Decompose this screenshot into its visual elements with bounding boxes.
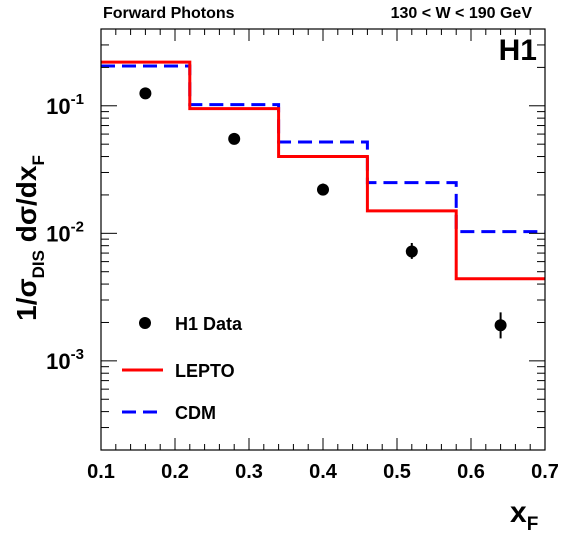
legend-label-h1-data: H1 Data bbox=[175, 314, 243, 334]
legend-label-cdm: CDM bbox=[175, 403, 216, 423]
plot-frame bbox=[100, 28, 546, 451]
x-tick-label: 0.5 bbox=[383, 461, 411, 483]
x-tick-label: 0.6 bbox=[457, 461, 485, 483]
x-tick-label: 0.7 bbox=[531, 461, 559, 483]
data-point bbox=[405, 245, 418, 258]
plot-area bbox=[101, 60, 545, 339]
x-tick-label: 0.4 bbox=[309, 461, 338, 483]
axes: 0.1 0.2 0.3 0.4 0.5 0.6 0.7 10-1 10-2 10-3 bbox=[46, 28, 559, 483]
y-tick-label: 10-2 bbox=[46, 218, 84, 246]
header-left-title: Forward Photons bbox=[103, 5, 235, 22]
y-tick-label: 10-1 bbox=[46, 91, 84, 119]
series-lepto-line bbox=[101, 60, 545, 281]
y-tick-label: 10-3 bbox=[46, 346, 84, 374]
h1-logo: H1 bbox=[499, 34, 537, 67]
y-axis-label: 1/σDIS dσ/dxF bbox=[11, 155, 48, 321]
series-cdm-line bbox=[101, 64, 545, 234]
data-point bbox=[139, 87, 152, 100]
x-axis-label: xF bbox=[510, 496, 538, 535]
data-point bbox=[494, 319, 507, 332]
legend: H1 Data LEPTO CDM bbox=[122, 314, 243, 423]
data-point bbox=[317, 183, 329, 196]
x-tick-label: 0.3 bbox=[235, 461, 263, 483]
data-point bbox=[228, 132, 241, 145]
legend-label-lepto: LEPTO bbox=[175, 361, 235, 381]
x-tick-label: 0.1 bbox=[87, 461, 115, 483]
x-tick-label: 0.2 bbox=[161, 461, 189, 483]
header-right-title: 130 < W < 190 GeV bbox=[391, 5, 533, 22]
legend-marker-data bbox=[139, 317, 151, 329]
